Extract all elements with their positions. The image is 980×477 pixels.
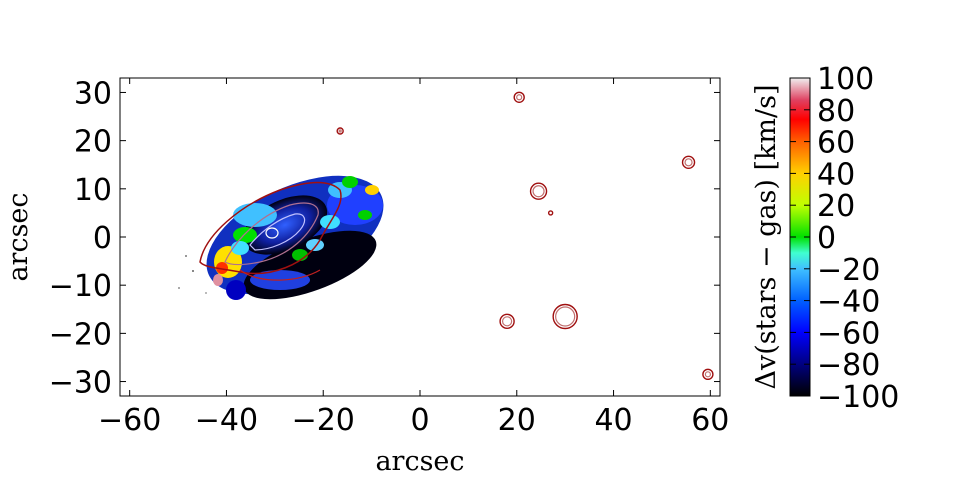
x-tick-label: 20 [498,403,536,438]
point-source-outer-ring [547,210,554,216]
map-red-west [216,262,228,274]
map-green-patch-4 [292,249,308,261]
colorbar-tick-label: 20 [817,189,855,224]
y-tick-label: 0 [93,221,112,256]
colorbar-tick-label: −80 [817,348,880,383]
velocity-map [178,175,384,300]
point-source-outer-ring [552,303,578,330]
x-tick-label: −60 [98,403,161,438]
contour-south [239,269,321,281]
y-tick-label: 30 [74,76,112,111]
map-noise-2 [178,287,180,289]
point-source-inner-ring [684,158,693,167]
x-tick-label: 60 [691,403,729,438]
point-source-outer-ring [336,127,344,135]
colorbar-tick-label: 60 [817,126,855,161]
map-blue-west [226,280,246,300]
point-source-inner-ring [532,185,545,198]
colorbar-tick-label: 40 [817,157,855,192]
x-tick-label: 0 [410,403,429,438]
map-pink-west [213,274,223,286]
point-sources [336,91,714,381]
plot-area [119,77,721,397]
colorbar-tick-label: 0 [817,221,836,256]
colorbar-tick-label: 100 [817,62,874,97]
map-noise-4 [205,292,207,294]
x-axis-label: arcsec [375,446,464,477]
point-source-outer-ring [702,368,714,381]
point-source-inner-ring [704,371,712,378]
map-green-patch-1 [342,176,358,188]
point-source-inner-ring [501,316,513,327]
map-green-patch-3 [233,227,257,243]
colorbar-tick-label: 80 [817,94,855,129]
colorbar-tick-label: −20 [817,253,880,288]
colorbar-tick-label: −40 [817,285,880,320]
contour-outer [199,181,342,275]
colorbar-tick-label: −100 [817,380,899,415]
map-noise-3 [192,270,194,272]
map-cyan-patch-4 [306,239,324,251]
point-source-inner-ring [555,306,576,327]
y-tick-label: 10 [74,173,112,208]
y-axis: −30 −20 −10 0 10 20 30 [49,76,720,401]
point-source-outer-ring [529,182,548,200]
x-tick-label: −40 [195,403,258,438]
colorbar-label: Δv(stars − gas) [km/s] [751,85,782,390]
point-source-outer-ring [499,313,515,330]
x-axis: −60 −40 −20 0 20 40 60 [98,78,729,438]
contour-inner [249,213,306,251]
contour-middle [224,202,319,266]
colorbar-tick-label: −60 [817,316,880,351]
point-source-outer-ring [681,155,696,170]
y-tick-label: −10 [49,269,112,304]
y-axis-label: arcsec [3,192,34,281]
y-tick-label: −20 [49,317,112,352]
map-green-patch-2 [358,210,372,220]
map-cyan-patch-3 [233,203,277,227]
x-tick-label: 40 [594,403,632,438]
y-tick-label: 20 [74,125,112,160]
map-yellow-patch [365,185,379,195]
map-noise-1 [185,255,187,257]
y-tick-label: −30 [49,366,112,401]
point-source-inner-ring [338,129,342,133]
point-source-inner-ring [516,94,523,101]
point-source-outer-ring [513,91,525,103]
x-tick-label: −20 [292,403,355,438]
contour-nucleus [265,227,279,239]
